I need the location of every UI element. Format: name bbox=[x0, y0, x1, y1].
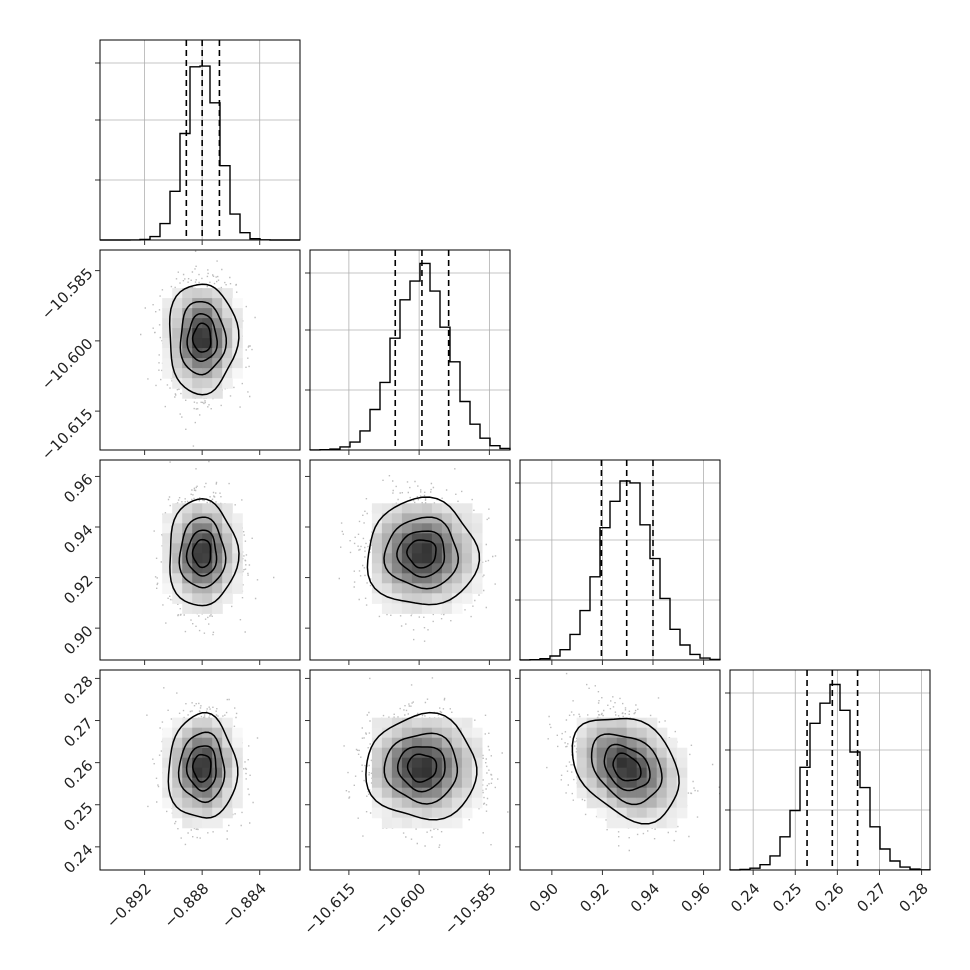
panel-content-3-1 bbox=[343, 677, 509, 848]
histogram-frame-0 bbox=[99, 39, 301, 241]
contour-3-1-3 bbox=[406, 753, 438, 783]
contour-3-1-2 bbox=[396, 746, 446, 793]
x-tick-label-1-0: −10.615 bbox=[300, 880, 359, 939]
histogram-panel-1 bbox=[305, 249, 511, 451]
contour-1-0-0 bbox=[168, 283, 240, 396]
x-tick-label-0-1: −0.888 bbox=[160, 880, 212, 932]
scatter-frame-2-0 bbox=[99, 459, 301, 661]
panel-content-2-1 bbox=[338, 468, 497, 642]
histogram-step-1 bbox=[309, 262, 511, 451]
contour-3-2-3 bbox=[612, 752, 642, 782]
x-tick-label-3-3: 0.27 bbox=[853, 880, 889, 916]
y-tick-label-3-3: 0.27 bbox=[60, 714, 96, 750]
y-tick-label-3-0: 0.24 bbox=[60, 841, 96, 877]
contour-2-1-2 bbox=[396, 530, 446, 578]
histogram-panel-3 bbox=[725, 669, 931, 871]
scatter-frame-3-0 bbox=[99, 669, 301, 871]
x-tick-label-3-2: 0.26 bbox=[811, 880, 847, 916]
y-tick-label-3-2: 0.26 bbox=[60, 756, 96, 792]
scatter-frame-3-1 bbox=[309, 669, 511, 871]
contour-3-1-1 bbox=[383, 732, 459, 805]
contour-2-0-2 bbox=[185, 529, 218, 577]
contour-3-2-1 bbox=[590, 733, 663, 806]
histogram-step-3 bbox=[729, 683, 931, 871]
y-tick-label-1-1: −10.600 bbox=[38, 335, 97, 394]
contour-2-0-0 bbox=[169, 498, 240, 607]
scatter-panel-2-0 bbox=[95, 459, 301, 665]
y-tick-label-2-0: 0.90 bbox=[60, 622, 96, 658]
panel-content-3-0 bbox=[146, 687, 259, 846]
contour-3-0-3 bbox=[192, 753, 212, 783]
histogram-panel-0 bbox=[95, 39, 301, 241]
x-tick-label-2-1: 0.92 bbox=[576, 880, 612, 916]
x-tick-label-1-2: −10.585 bbox=[441, 880, 500, 939]
x-tick-label-2-0: 0.90 bbox=[526, 880, 562, 916]
panel-content-2-0 bbox=[153, 460, 275, 636]
scatter-panel-2-1 bbox=[305, 459, 511, 665]
x-tick-label-3-0: 0.24 bbox=[727, 880, 763, 916]
x-tick-label-1-1: −10.600 bbox=[371, 880, 430, 939]
histogram-frame-1 bbox=[309, 249, 511, 451]
contour-3-1-0 bbox=[365, 711, 478, 821]
contour-1-0-2 bbox=[186, 313, 218, 362]
histogram-panel-2 bbox=[515, 459, 721, 661]
panel-content-3-2 bbox=[546, 672, 720, 852]
y-tick-label-2-3: 0.96 bbox=[60, 470, 96, 506]
contour-3-2-2 bbox=[603, 743, 651, 792]
panel-content-1-0 bbox=[140, 250, 256, 447]
histogram-frame-3 bbox=[729, 669, 931, 871]
x-tick-label-3-4: 0.28 bbox=[895, 880, 931, 916]
scatter-frame-2-1 bbox=[309, 459, 511, 661]
contour-2-1-3 bbox=[406, 539, 437, 569]
contour-2-1-0 bbox=[366, 496, 481, 606]
contour-2-0-1 bbox=[178, 516, 227, 589]
contour-1-0-1 bbox=[179, 300, 228, 376]
x-tick-label-0-0: −0.892 bbox=[103, 880, 155, 932]
y-tick-label-3-4: 0.28 bbox=[60, 672, 96, 708]
y-tick-label-1-2: −10.585 bbox=[38, 264, 97, 323]
scatter-frame-3-2 bbox=[519, 669, 721, 871]
histogram-step-0 bbox=[100, 65, 300, 241]
contour-3-0-1 bbox=[177, 731, 226, 804]
x-tick-label-0-2: −0.884 bbox=[218, 880, 270, 932]
scatter-frame-1-0 bbox=[99, 249, 301, 451]
contour-2-1-1 bbox=[383, 516, 460, 590]
scatter-panel-3-0 bbox=[95, 669, 301, 875]
y-tick-label-2-2: 0.94 bbox=[60, 521, 96, 557]
contour-3-2-0 bbox=[571, 717, 680, 825]
x-tick-label-3-1: 0.25 bbox=[769, 880, 805, 916]
contour-3-0-0 bbox=[167, 711, 239, 819]
contour-2-0-3 bbox=[191, 538, 212, 569]
scatter-panel-3-2 bbox=[515, 669, 721, 875]
histogram-frame-2 bbox=[519, 459, 721, 661]
scatter-panel-3-1 bbox=[305, 669, 511, 875]
histogram-step-2 bbox=[519, 480, 721, 661]
x-tick-label-2-3: 0.96 bbox=[677, 880, 713, 916]
contour-3-0-2 bbox=[185, 745, 217, 792]
y-tick-label-2-1: 0.92 bbox=[60, 571, 96, 607]
y-tick-label-3-1: 0.25 bbox=[60, 799, 96, 835]
x-tick-label-2-2: 0.94 bbox=[627, 880, 663, 916]
contour-1-0-3 bbox=[191, 322, 212, 353]
scatter-panel-1-0 bbox=[95, 249, 301, 455]
y-tick-label-1-0: −10.615 bbox=[38, 405, 97, 464]
